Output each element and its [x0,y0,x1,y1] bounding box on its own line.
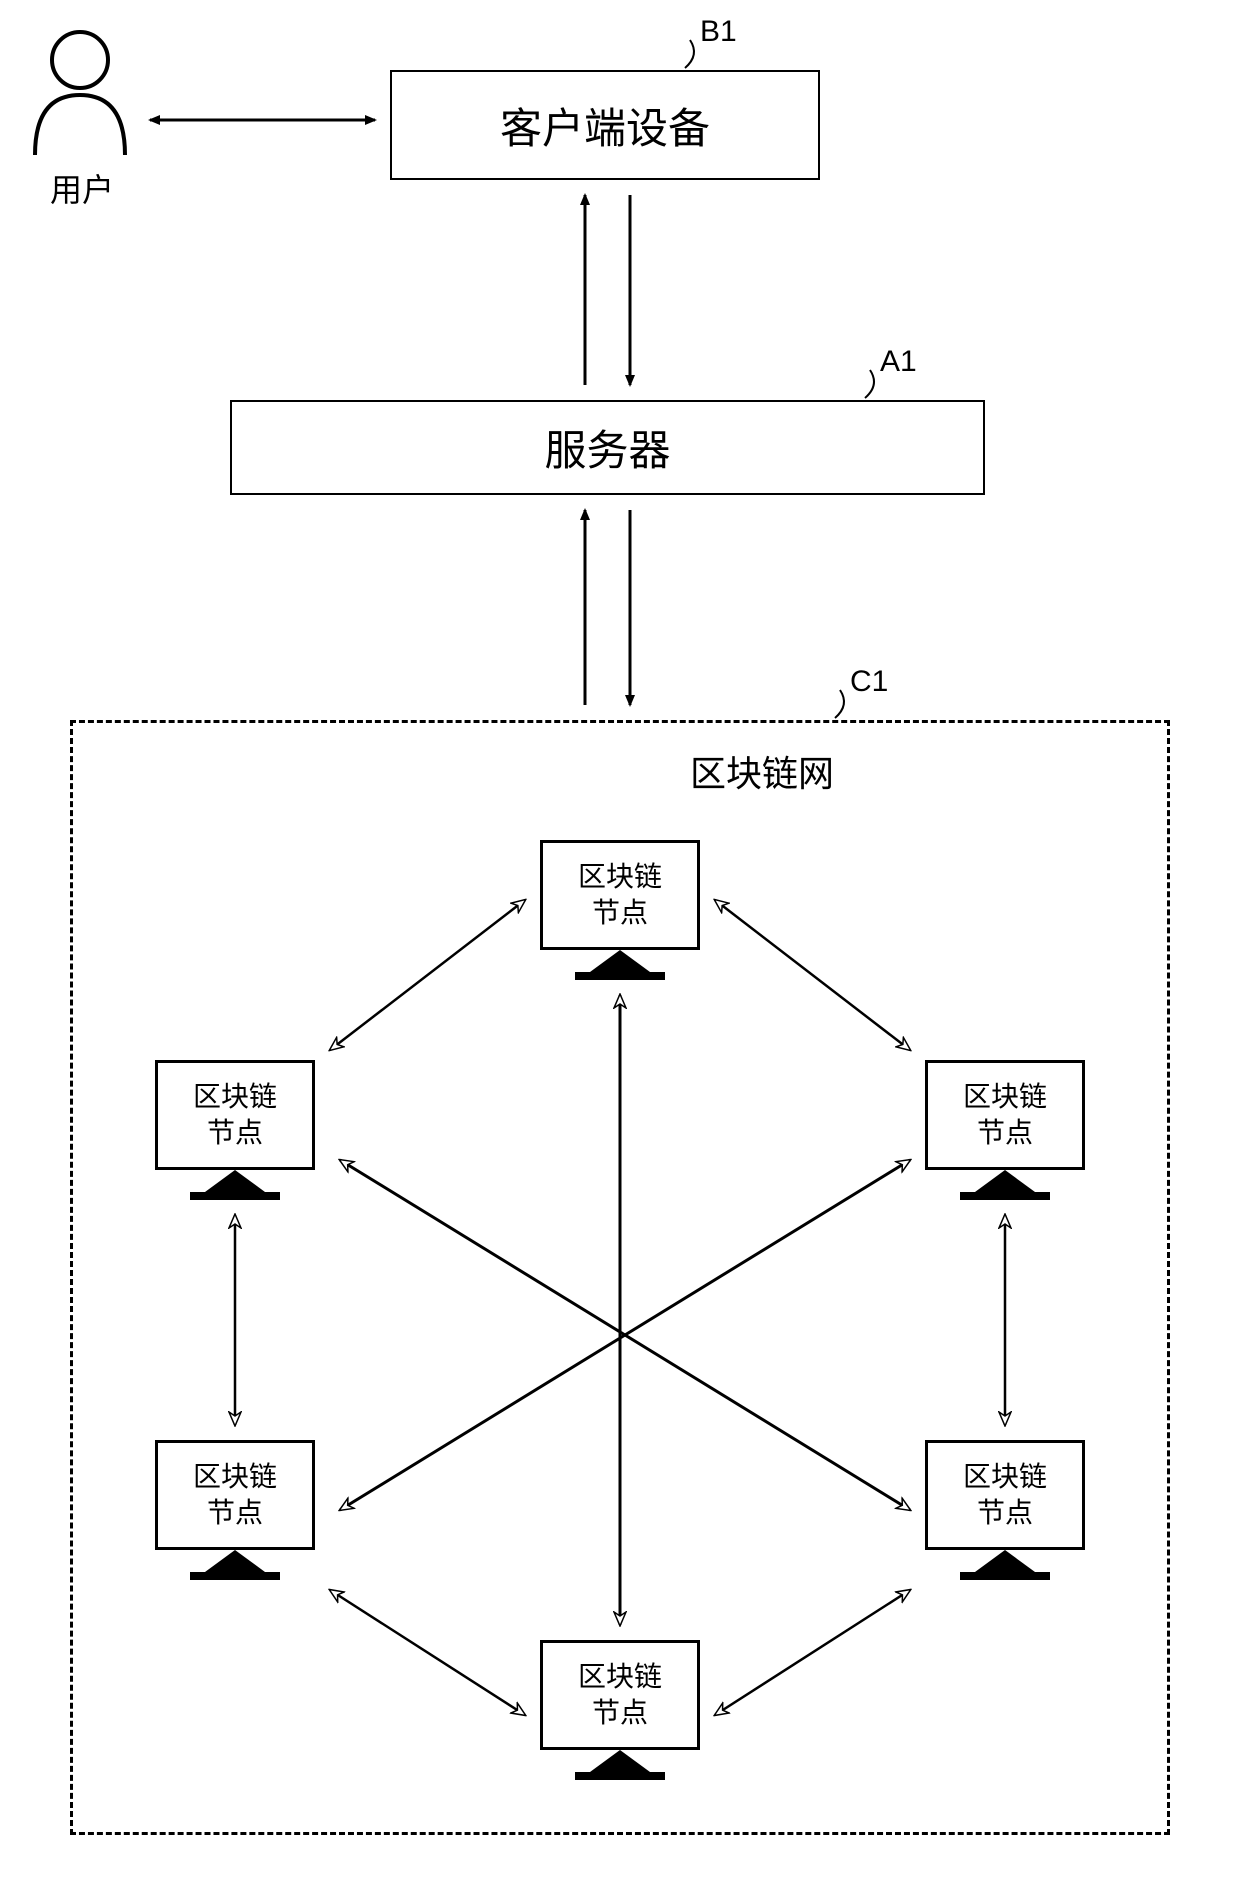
server-label: 服务器 [544,417,670,478]
user-icon [35,32,125,155]
node-label: 区块链节点 [193,1079,277,1152]
ref-curve-b1 [685,40,694,68]
blockchain-node-bottom-left: 区块链节点 [155,1440,315,1580]
ref-label-a1: A1 [880,345,917,379]
blockchain-node-bottom-right: 区块链节点 [925,1440,1085,1580]
client-device-box: 客户端设备 [390,70,820,180]
ref-label-c1: C1 [850,665,888,699]
user-label: 用户 [50,165,114,211]
network-label: 区块链网 [690,745,834,797]
node-label: 区块链节点 [578,1659,662,1732]
blockchain-architecture-diagram: 用户 B1 客户端设备 A1 服务器 C1 区块链网 区块链节点 区块链节点 区… [0,0,1240,1877]
blockchain-node-top-right: 区块链节点 [925,1060,1085,1200]
node-label: 区块链节点 [963,1459,1047,1532]
server-box: 服务器 [230,400,985,495]
node-label: 区块链节点 [963,1079,1047,1152]
blockchain-node-top: 区块链节点 [540,840,700,980]
blockchain-node-bottom: 区块链节点 [540,1640,700,1780]
node-label: 区块链节点 [578,859,662,932]
ref-curve-a1 [865,370,874,398]
ref-label-b1: B1 [700,15,737,49]
client-device-label: 客户端设备 [500,95,710,156]
ref-curve-c1 [835,690,844,718]
blockchain-node-top-left: 区块链节点 [155,1060,315,1200]
node-label: 区块链节点 [193,1459,277,1532]
